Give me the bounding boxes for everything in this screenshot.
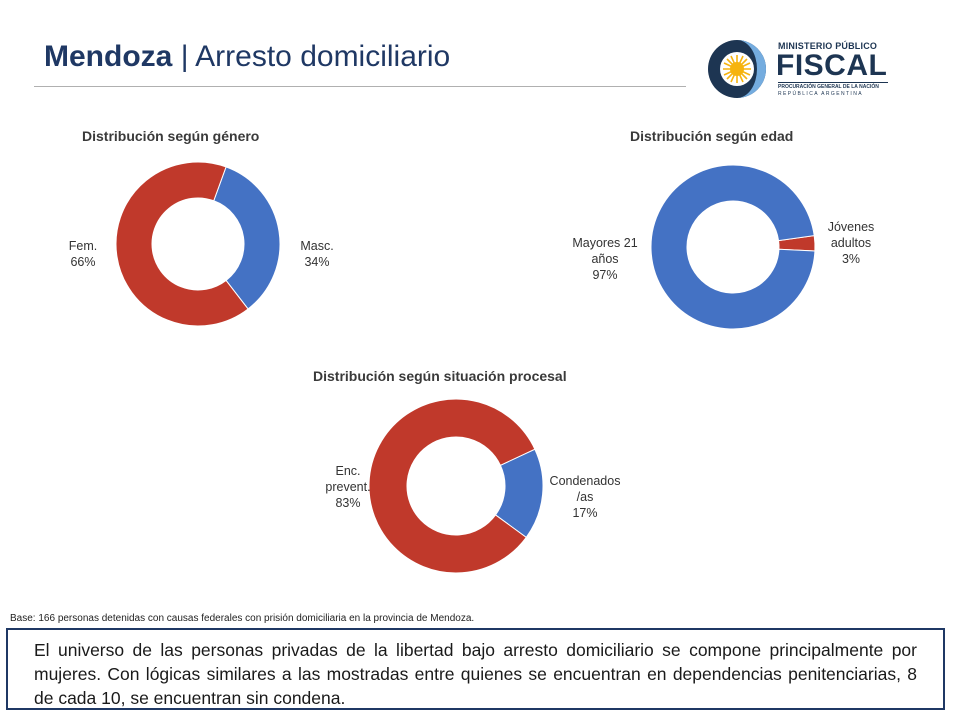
sun-emblem-icon — [708, 40, 766, 98]
slice-label-line: Enc. — [335, 464, 361, 478]
slice-label-line: adultos — [830, 236, 872, 250]
logo-fiscal-text: FISCAL — [776, 49, 888, 82]
slice-percent: 3% — [841, 252, 861, 266]
logo-republica-text: REPÚBLICA ARGENTINA — [778, 91, 863, 97]
page-title: Mendoza | Arresto domiciliario — [44, 40, 450, 74]
title-separator: | — [180, 40, 189, 73]
gender-donut-chart: Distribución según género Fem. 66% Masc.… — [0, 0, 480, 360]
slice-label-line: Mayores 21 — [572, 236, 638, 250]
title-divider — [34, 86, 686, 87]
data-label-jovenes: Jóvenes adultos 3% — [816, 219, 886, 267]
donut-slice-1 — [650, 164, 816, 330]
base-footnote: Base: 166 personas detenidas con causas … — [10, 613, 475, 624]
conclusion-text: El universo de las personas privadas de … — [34, 640, 917, 708]
title-topic: Arresto domiciliario — [195, 40, 451, 73]
slice-label-line: años — [591, 252, 619, 266]
slice-label-line: /as — [576, 490, 594, 504]
chart-title: Distribución según edad — [630, 128, 794, 144]
age-donut-chart: Distribución según edad Mayores 21 años … — [560, 128, 886, 330]
data-label-fem: Fem. 66% — [58, 238, 108, 270]
slice-label-line: Jóvenes — [827, 220, 875, 234]
slice-label-line: prevent. — [325, 480, 371, 494]
data-label-condenados: Condenados /as 17% — [540, 473, 630, 521]
gender-donut-svg — [115, 161, 281, 327]
donut-slice-1 — [368, 398, 536, 574]
slice-percent: 83% — [335, 496, 361, 510]
conclusion-box: El universo de las personas privadas de … — [6, 628, 945, 710]
chart-title: Distribución según género — [82, 128, 260, 144]
slice-percent: 97% — [592, 268, 618, 282]
age-donut-svg — [650, 164, 816, 330]
logo-divider — [778, 82, 888, 83]
logo-ministry-text: MINISTERIO PÚBLICO — [778, 41, 878, 51]
slice-percent: 66% — [70, 255, 96, 269]
title-province: Mendoza — [44, 40, 173, 73]
slice-label-line: Condenados — [549, 474, 621, 488]
slice-label-text: Fem. — [68, 239, 98, 253]
chart-title: Distribución según situación procesal — [313, 368, 567, 384]
slice-percent: 17% — [572, 506, 598, 520]
procedural-donut-svg — [368, 398, 544, 574]
slice-percent: 34% — [304, 255, 330, 269]
logo-procuracion-text: PROCURACIÓN GENERAL DE LA NACIÓN — [778, 84, 879, 90]
donut-slice-0 — [213, 166, 281, 310]
procedural-donut-chart: Distribución según situación procesal En… — [313, 368, 630, 574]
fiscal-logo: MINISTERIO PÚBLICO FISCAL PROCURACIÓN GE… — [706, 38, 892, 100]
donut-slice-1 — [115, 161, 249, 327]
data-label-masc: Masc. 34% — [292, 238, 342, 270]
data-label-enc-prevent: Enc. prevent. 83% — [313, 463, 383, 511]
slice-label-text: Masc. — [300, 239, 334, 253]
data-label-mayores: Mayores 21 años 97% — [560, 235, 650, 283]
